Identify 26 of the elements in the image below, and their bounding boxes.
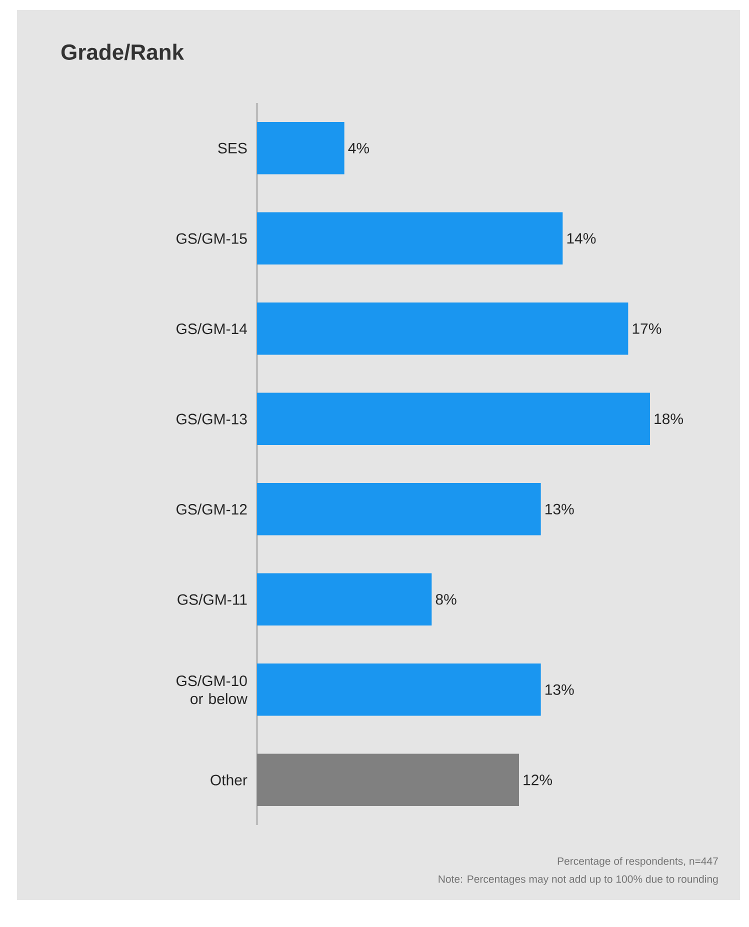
data-label: 17%	[632, 323, 662, 334]
bar	[257, 663, 541, 716]
bar	[257, 482, 541, 536]
y-tick-label: Other	[210, 774, 248, 786]
text: Percentage of respondents, n=447	[558, 857, 718, 867]
bar	[257, 212, 563, 265]
y-tick-label: GS/GM-11	[178, 594, 247, 605]
y-tick-label: GS/GM-15	[176, 232, 247, 244]
data-label: 8%	[436, 594, 456, 605]
data-label: 14%	[567, 233, 596, 244]
y-tick-label: GS/GM-12	[176, 504, 247, 515]
data-label: 13%	[546, 684, 574, 695]
chart-title: Grade/Rank	[61, 44, 184, 60]
bar	[257, 392, 650, 446]
y-tick-label: GS/GM-10 or below	[176, 675, 248, 704]
bar	[257, 122, 344, 174]
y-tick-label: GS/GM-14	[176, 323, 248, 334]
y-tick-label: SES	[218, 142, 247, 154]
bar	[257, 302, 628, 355]
data-label: 18%	[654, 414, 684, 424]
y-tick-label: GS/GM-13	[176, 413, 247, 424]
data-label: 4%	[348, 142, 369, 154]
data-label: 13%	[546, 504, 574, 514]
text: Note: Percentages may not add up to 100% due to rounding	[438, 875, 718, 885]
bar	[257, 573, 432, 626]
data-label: 12%	[524, 774, 552, 786]
